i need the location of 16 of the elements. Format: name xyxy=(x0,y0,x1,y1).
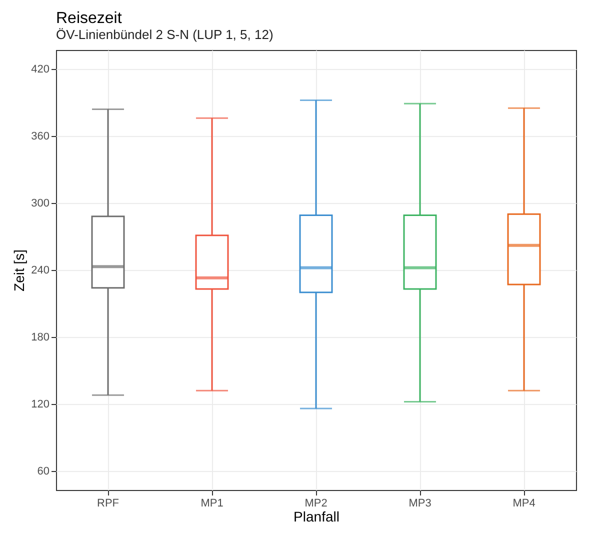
y-tick-label: 180 xyxy=(31,332,50,344)
x-tick-label: MP2 xyxy=(304,498,328,510)
x-tick-label: RPF xyxy=(97,498,120,510)
x-tick-label: MP4 xyxy=(512,498,536,510)
y-tick-label: 240 xyxy=(31,264,50,276)
y-tick-label: 300 xyxy=(31,197,50,210)
y-tick-label: 120 xyxy=(31,398,50,411)
chart-title: Reisezeit xyxy=(56,10,122,27)
chart-subtitle: ÖV-Linienbündel 2 S-N (LUP 1, 5, 12) xyxy=(56,27,274,42)
x-tick-label: MP3 xyxy=(408,498,432,510)
x-tick-label: MP1 xyxy=(200,498,224,510)
x-axis-title: Planfall xyxy=(294,508,340,524)
y-axis-title: Zeit [s] xyxy=(11,249,28,292)
y-tick-label: 420 xyxy=(31,63,50,76)
y-tick-label: 60 xyxy=(37,466,50,478)
y-tick-label: 360 xyxy=(31,130,50,142)
